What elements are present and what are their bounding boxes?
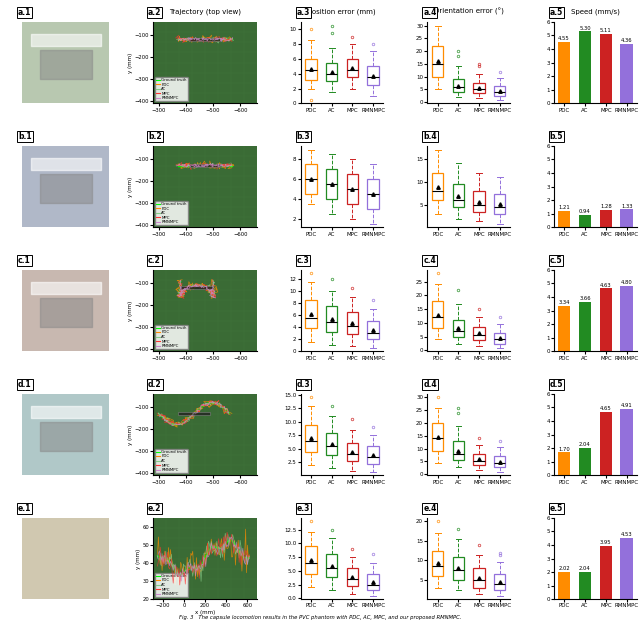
Text: 4.65: 4.65: [600, 406, 612, 411]
Bar: [600, 34, 612, 103]
Text: e.5: e.5: [550, 504, 563, 513]
Title: Trajectory (top view): Trajectory (top view): [169, 9, 241, 15]
Bar: [558, 211, 570, 227]
Y-axis label: y (mm): y (mm): [128, 52, 133, 73]
Y-axis label: y (mm): y (mm): [128, 300, 133, 321]
Text: c.1: c.1: [18, 256, 31, 265]
Title: Position error (mm): Position error (mm): [308, 9, 376, 15]
Legend: Ground truth, PDC, AC, MPC, RMNMPC: Ground truth, PDC, AC, MPC, RMNMPC: [155, 201, 188, 226]
Text: 0.94: 0.94: [579, 209, 591, 214]
Y-axis label: y (mm): y (mm): [128, 424, 133, 445]
Bar: [558, 306, 570, 351]
Text: c.4: c.4: [423, 256, 436, 265]
Text: 2.04: 2.04: [579, 566, 591, 571]
Bar: [579, 571, 591, 599]
Text: b.3: b.3: [296, 132, 310, 141]
Text: b.1: b.1: [18, 132, 31, 141]
Text: 1.33: 1.33: [621, 204, 632, 209]
Bar: [558, 572, 570, 599]
Text: 2.02: 2.02: [558, 566, 570, 571]
Text: d.3: d.3: [296, 380, 310, 389]
Bar: [600, 210, 612, 227]
Text: c.2: c.2: [148, 256, 161, 265]
Bar: [579, 302, 591, 351]
Text: e.2: e.2: [148, 504, 161, 513]
Text: 4.63: 4.63: [600, 283, 612, 288]
Text: 4.91: 4.91: [621, 403, 632, 408]
Bar: [621, 409, 633, 475]
Text: Fig. 3   The capsule locomotion results in the PVC phantom with PDC, AC, MPC, an: Fig. 3 The capsule locomotion results in…: [179, 615, 461, 620]
Text: 4.80: 4.80: [621, 280, 632, 285]
Bar: [600, 546, 612, 599]
Text: c.3: c.3: [296, 256, 309, 265]
Bar: [600, 288, 612, 351]
Text: e.3: e.3: [296, 504, 310, 513]
Text: 1.70: 1.70: [558, 447, 570, 452]
Text: 1.28: 1.28: [600, 204, 612, 209]
Title: Orientation error (°): Orientation error (°): [434, 7, 504, 15]
Text: 4.36: 4.36: [621, 39, 632, 44]
X-axis label: x (mm): x (mm): [195, 610, 215, 615]
Bar: [180, 286, 213, 289]
Text: a.1: a.1: [18, 8, 31, 17]
Text: 5.11: 5.11: [600, 28, 612, 33]
Text: b.4: b.4: [423, 132, 436, 141]
Text: a.5: a.5: [550, 8, 563, 17]
Text: d.2: d.2: [148, 380, 162, 389]
Y-axis label: y (mm): y (mm): [136, 548, 141, 569]
Text: a.2: a.2: [148, 8, 161, 17]
Text: e.4: e.4: [423, 504, 436, 513]
Title: Speed (mm/s): Speed (mm/s): [571, 9, 620, 15]
Text: 3.95: 3.95: [600, 540, 612, 545]
Y-axis label: y (mm): y (mm): [128, 176, 133, 197]
Text: 3.66: 3.66: [579, 296, 591, 301]
Bar: [558, 42, 570, 103]
Bar: [558, 452, 570, 475]
Text: e.1: e.1: [18, 504, 31, 513]
Text: b.5: b.5: [550, 132, 563, 141]
Bar: [621, 286, 633, 351]
Text: 3.34: 3.34: [558, 300, 570, 305]
Text: c.5: c.5: [550, 256, 563, 265]
Legend: Ground truth, PDC, AC, MPC, RMNMPC: Ground truth, PDC, AC, MPC, RMNMPC: [155, 573, 188, 597]
Text: a.4: a.4: [423, 8, 436, 17]
Bar: [178, 412, 211, 416]
Legend: Ground truth, PDC, AC, MPC, RMNMPC: Ground truth, PDC, AC, MPC, RMNMPC: [155, 325, 188, 350]
Legend: Ground truth, PDC, AC, MPC, RMNMPC: Ground truth, PDC, AC, MPC, RMNMPC: [155, 77, 188, 102]
Bar: [579, 214, 591, 227]
Text: b.2: b.2: [148, 132, 162, 141]
Text: d.1: d.1: [18, 380, 31, 389]
Bar: [621, 209, 633, 227]
Bar: [621, 538, 633, 599]
Text: 2.04: 2.04: [579, 442, 591, 447]
Text: d.4: d.4: [423, 380, 436, 389]
Bar: [189, 37, 221, 41]
Bar: [621, 44, 633, 103]
Text: 5.30: 5.30: [579, 26, 591, 31]
Bar: [579, 31, 591, 103]
Text: d.5: d.5: [550, 380, 563, 389]
Bar: [579, 447, 591, 475]
Legend: Ground truth, PDC, AC, MPC, RMNMPC: Ground truth, PDC, AC, MPC, RMNMPC: [155, 449, 188, 473]
Bar: [600, 412, 612, 475]
Text: 4.53: 4.53: [621, 532, 632, 537]
Text: 4.55: 4.55: [558, 36, 570, 41]
Text: a.3: a.3: [296, 8, 310, 17]
Text: 1.21: 1.21: [558, 205, 570, 210]
Bar: [189, 164, 221, 168]
